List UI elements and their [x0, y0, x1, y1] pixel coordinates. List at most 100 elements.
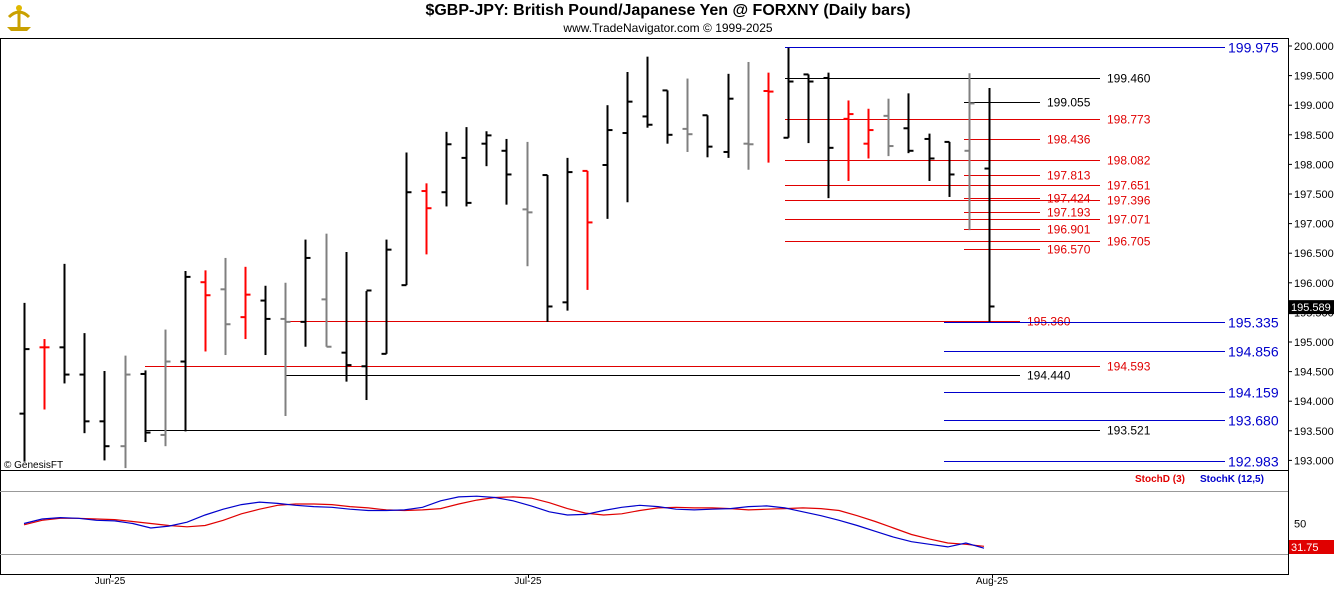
ohlc-bar	[180, 270, 191, 432]
price-tick-label: 199.500	[1294, 71, 1334, 83]
price-tick-label: 198.500	[1294, 130, 1334, 142]
level-label: 195.335	[1228, 315, 1279, 331]
level-label: 196.705	[1107, 235, 1151, 249]
level-label: 194.159	[1228, 385, 1279, 401]
price-tick-label: 196.000	[1294, 278, 1334, 290]
ohlc-bar	[240, 266, 251, 340]
chart-subtitle: www.TradeNavigator.com © 1999-2025	[563, 21, 773, 35]
price-panel-frame	[0, 38, 1289, 471]
ohlc-bar	[803, 73, 814, 144]
ohlc-bar	[522, 141, 533, 267]
ohlc-bar	[381, 239, 392, 355]
level-label: 196.901	[1047, 223, 1091, 237]
ohlc-bar	[160, 329, 171, 447]
level-label: 196.570	[1047, 243, 1091, 257]
stoch-k-legend: StochK (12,5)	[1200, 474, 1264, 485]
last-price-label: 195.589	[1291, 302, 1331, 314]
price-tick-label: 199.000	[1294, 100, 1334, 112]
level-label: 194.440	[1027, 369, 1071, 383]
time-tick-label: Aug-25	[976, 576, 1009, 587]
level-label: 194.856	[1228, 344, 1279, 360]
ohlc-bar	[120, 355, 131, 469]
ohlc-bar	[662, 89, 673, 144]
ohlc-bar	[280, 282, 291, 416]
stochastic-panel: StochD (3) StochK (12,5) 50 31.75	[23, 474, 1334, 554]
level-label: 197.071	[1107, 213, 1151, 227]
ohlc-bar	[140, 370, 151, 443]
ohlc-bar	[461, 127, 472, 207]
level-label: 199.975	[1228, 40, 1279, 56]
price-bars	[19, 47, 995, 469]
price-tick-label: 193.500	[1294, 426, 1334, 438]
ohlc-bar	[702, 114, 713, 158]
ohlc-bar	[883, 98, 894, 157]
ohlc-bar	[823, 72, 834, 199]
last-stoch-box	[1289, 540, 1334, 554]
stoch-tick-label: 50	[1294, 519, 1306, 531]
last-price-box	[1289, 300, 1334, 315]
chart-frames	[0, 38, 1289, 575]
ohlc-bar	[481, 131, 492, 167]
ohlc-bar	[924, 133, 935, 181]
ohlc-bar	[39, 339, 50, 410]
ohlc-bar	[903, 93, 914, 154]
ohlc-bar	[542, 174, 553, 322]
level-label: 194.593	[1107, 360, 1151, 374]
ohlc-bar	[501, 138, 512, 205]
price-tick-label: 197.000	[1294, 219, 1334, 231]
chart-header: $GBP-JPY: British Pound/Japanese Yen @ F…	[0, 0, 1336, 38]
ohlc-bar	[964, 73, 975, 231]
ohlc-bar	[361, 289, 372, 401]
price-tick-label: 193.000	[1294, 455, 1334, 467]
ohlc-bar	[441, 131, 452, 207]
ohlc-bar	[562, 157, 573, 311]
level-label: 198.082	[1107, 154, 1151, 168]
watermark-label: © GenesisFT	[4, 460, 63, 471]
ohlc-bar	[783, 47, 794, 139]
level-label: 197.813	[1047, 169, 1091, 183]
ohlc-bar	[300, 239, 311, 347]
ohlc-bar	[220, 257, 231, 356]
ohlc-bar	[321, 233, 332, 348]
ohlc-bar	[682, 78, 693, 152]
level-label: 192.983	[1228, 454, 1279, 470]
level-label: 199.460	[1107, 72, 1151, 86]
ohlc-bar	[19, 302, 30, 462]
price-axis: 200.000 199.500 199.000 198.500 198.000 197.5…	[1288, 41, 1334, 467]
ohlc-bar	[421, 183, 432, 255]
price-tick-label: 194.500	[1294, 367, 1334, 379]
ohlc-bar	[944, 140, 955, 197]
ohlc-bar	[602, 105, 613, 219]
level-label: 197.424	[1047, 192, 1091, 206]
ohlc-bar	[723, 73, 734, 158]
ohlc-bar	[200, 270, 211, 352]
ohlc-bar	[743, 61, 754, 170]
ohlc-bar	[260, 285, 271, 356]
stoch-panel-frame	[0, 470, 1289, 575]
time-tick-label: Jun-25	[95, 576, 126, 587]
time-tick-label: Jul-25	[514, 576, 542, 587]
level-label: 197.193	[1047, 206, 1091, 220]
ohlc-bar	[843, 100, 854, 181]
level-label: 193.521	[1107, 424, 1151, 438]
ohlc-bar	[622, 72, 633, 203]
ohlc-bar	[863, 108, 874, 159]
ohlc-bar	[59, 263, 70, 384]
ohlc-bar	[99, 371, 110, 461]
ohlc-bar	[984, 88, 995, 322]
level-lines: 199.975 199.460 199.055 198.773 198.436 198.0…	[145, 40, 1279, 470]
ohlc-bar	[763, 72, 774, 163]
price-tick-label: 195.000	[1294, 337, 1334, 349]
ohlc-bar	[79, 333, 90, 434]
price-tick-label: 198.000	[1294, 159, 1334, 171]
price-tick-label: 196.500	[1294, 248, 1334, 260]
level-label: 197.396	[1107, 194, 1151, 208]
trade-navigator-logo-icon	[3, 3, 35, 35]
ohlc-bar	[582, 169, 593, 290]
level-label: 198.436	[1047, 133, 1091, 147]
level-label: 193.680	[1228, 413, 1279, 429]
price-tick-label: 197.500	[1294, 189, 1334, 201]
level-label: 198.773	[1107, 113, 1151, 127]
price-tick-label: 194.000	[1294, 396, 1334, 408]
